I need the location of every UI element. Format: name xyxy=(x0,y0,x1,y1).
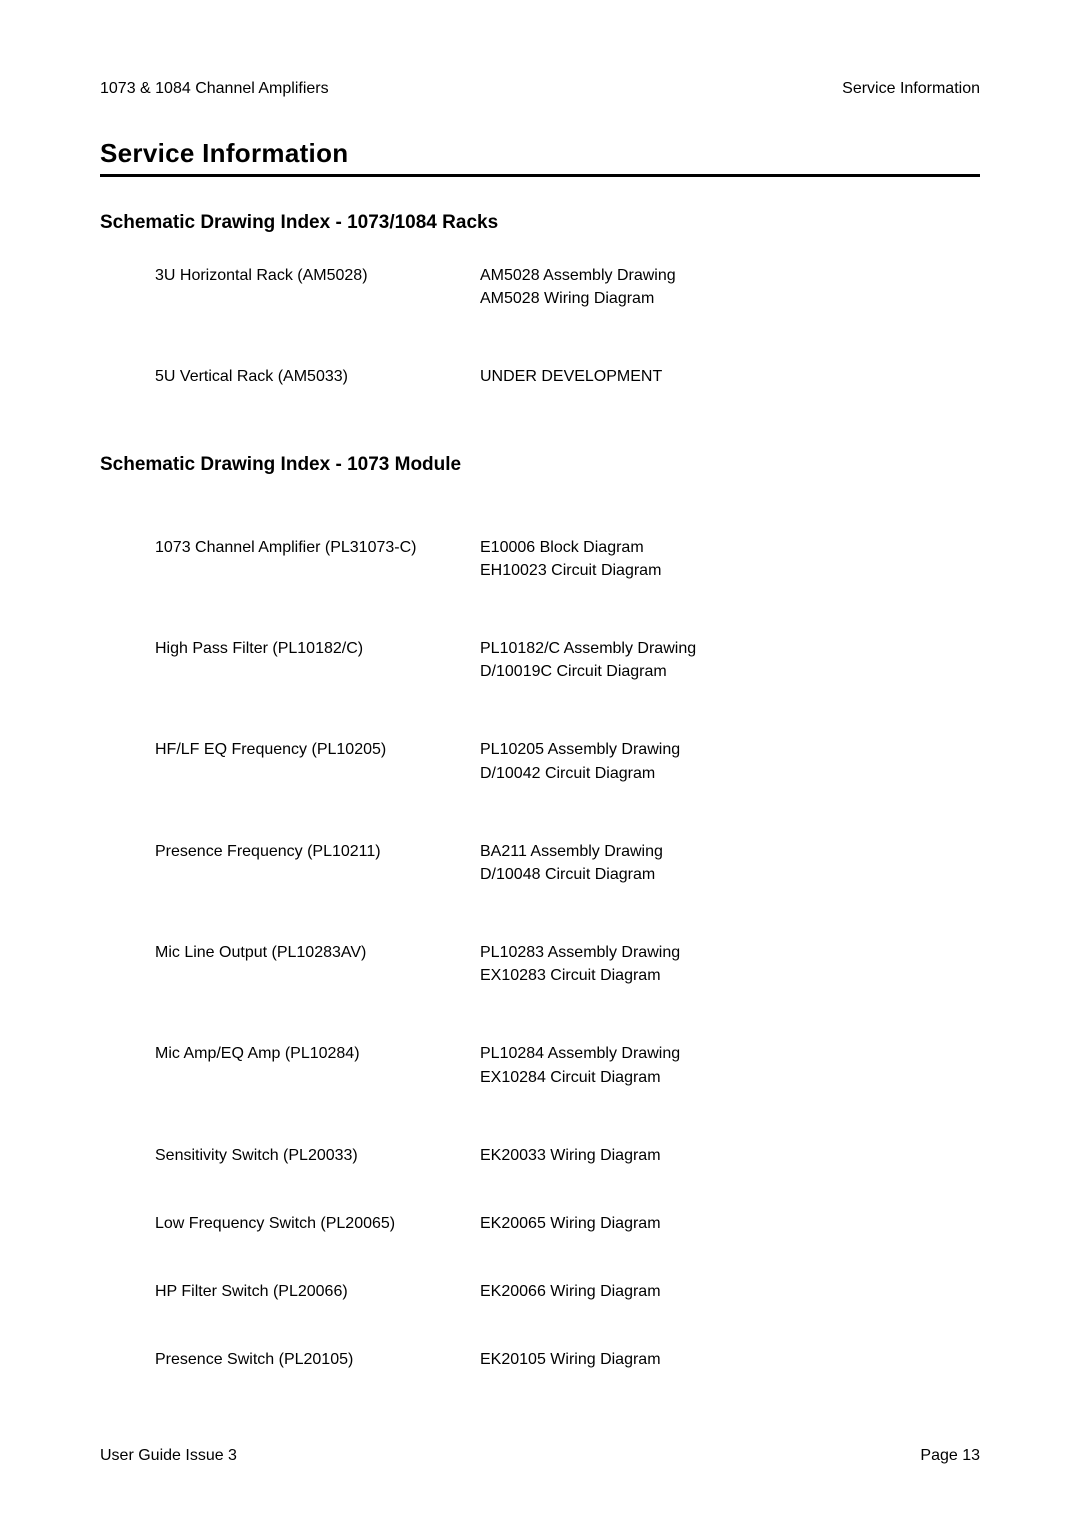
row-right: PL10205 Assembly DrawingD/10042 Circuit … xyxy=(480,738,980,784)
row-right: EK20065 Wiring Diagram xyxy=(480,1212,980,1235)
row-left: 5U Vertical Rack (AM5033) xyxy=(155,365,480,388)
row-right: UNDER DEVELOPMENT xyxy=(480,365,980,388)
row-right: BA211 Assembly DrawingD/10048 Circuit Di… xyxy=(480,840,980,886)
table-row: Mic Line Output (PL10283AV) PL10283 Asse… xyxy=(155,941,980,987)
table-row: Sensitivity Switch (PL20033) EK20033 Wir… xyxy=(155,1144,980,1167)
row-left: HF/LF EQ Frequency (PL10205) xyxy=(155,738,480,784)
row-left: Low Frequency Switch (PL20065) xyxy=(155,1212,480,1235)
row-left: High Pass Filter (PL10182/C) xyxy=(155,637,480,683)
table-row: Presence Switch (PL20105) EK20105 Wiring… xyxy=(155,1348,980,1371)
row-right: E10006 Block DiagramEH10023 Circuit Diag… xyxy=(480,536,980,582)
row-left: 1073 Channel Amplifier (PL31073-C) xyxy=(155,536,480,582)
table-row: Low Frequency Switch (PL20065) EK20065 W… xyxy=(155,1212,980,1235)
row-left: Sensitivity Switch (PL20033) xyxy=(155,1144,480,1167)
row-left: Presence Frequency (PL10211) xyxy=(155,840,480,886)
row-right: AM5028 Assembly DrawingAM5028 Wiring Dia… xyxy=(480,264,980,310)
table-row: 1073 Channel Amplifier (PL31073-C) E1000… xyxy=(155,536,980,582)
table-row: HF/LF EQ Frequency (PL10205) PL10205 Ass… xyxy=(155,738,980,784)
main-title: Service Information xyxy=(100,138,980,177)
header-left: 1073 & 1084 Channel Amplifiers xyxy=(100,80,329,98)
row-right: PL10182/C Assembly DrawingD/10019C Circu… xyxy=(480,637,980,683)
section1-heading: Schematic Drawing Index - 1073/1084 Rack… xyxy=(100,212,980,234)
page-header: 1073 & 1084 Channel Amplifiers Service I… xyxy=(100,80,980,98)
table-row: High Pass Filter (PL10182/C) PL10182/C A… xyxy=(155,637,980,683)
table-row: 3U Horizontal Rack (AM5028) AM5028 Assem… xyxy=(155,264,980,310)
table-row: Presence Frequency (PL10211) BA211 Assem… xyxy=(155,840,980,886)
row-left: 3U Horizontal Rack (AM5028) xyxy=(155,264,480,310)
row-right: EK20066 Wiring Diagram xyxy=(480,1280,980,1303)
table-row: HP Filter Switch (PL20066) EK20066 Wirin… xyxy=(155,1280,980,1303)
row-right: PL10283 Assembly DrawingEX10283 Circuit … xyxy=(480,941,980,987)
header-right: Service Information xyxy=(842,80,980,98)
page-footer: User Guide Issue 3 Page 13 xyxy=(100,1447,980,1465)
row-left: Presence Switch (PL20105) xyxy=(155,1348,480,1371)
table-row: 5U Vertical Rack (AM5033) UNDER DEVELOPM… xyxy=(155,365,980,388)
row-left: HP Filter Switch (PL20066) xyxy=(155,1280,480,1303)
footer-left: User Guide Issue 3 xyxy=(100,1447,237,1465)
table-row: Mic Amp/EQ Amp (PL10284) PL10284 Assembl… xyxy=(155,1042,980,1088)
section2-heading: Schematic Drawing Index - 1073 Module xyxy=(100,454,980,476)
footer-right: Page 13 xyxy=(920,1447,980,1465)
row-left: Mic Line Output (PL10283AV) xyxy=(155,941,480,987)
row-right: PL10284 Assembly DrawingEX10284 Circuit … xyxy=(480,1042,980,1088)
row-right: EK20033 Wiring Diagram xyxy=(480,1144,980,1167)
row-right: EK20105 Wiring Diagram xyxy=(480,1348,980,1371)
row-left: Mic Amp/EQ Amp (PL10284) xyxy=(155,1042,480,1088)
